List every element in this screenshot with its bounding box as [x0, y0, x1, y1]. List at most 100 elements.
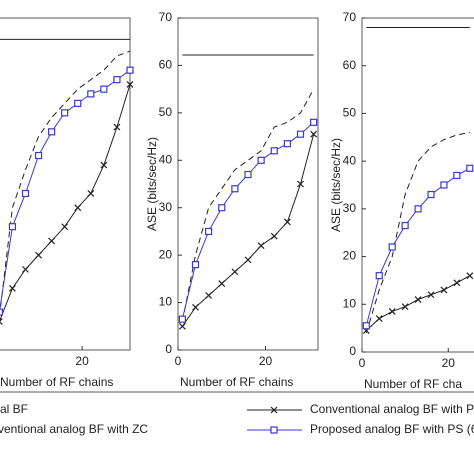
x-axis-label: Number of RF cha [364, 377, 462, 391]
y-tick-label: 60 [343, 58, 357, 72]
series-line [0, 50, 131, 316]
series [362, 272, 474, 334]
y-tick-label: 60 [159, 58, 173, 72]
marker-square [375, 272, 383, 280]
marker-x [310, 130, 318, 138]
series-line [181, 121, 314, 320]
legend-box [0, 391, 474, 474]
series-line [0, 69, 131, 312]
marker-square [74, 99, 82, 107]
plot-frame [177, 17, 319, 351]
marker-square [178, 315, 186, 323]
marker-square [126, 66, 134, 74]
marker-x [244, 256, 252, 264]
y-tick-label: 10 [343, 296, 357, 310]
marker-x [440, 286, 448, 294]
marker-square [191, 261, 200, 269]
series [362, 164, 474, 330]
y-tick-label: 40 [159, 152, 173, 166]
marker-x [466, 272, 474, 280]
series [0, 80, 134, 325]
x-tick-label: 0 [359, 356, 366, 370]
legend-marker [270, 406, 278, 414]
legend-marker [270, 426, 278, 434]
series [178, 118, 318, 323]
y-tick-label: 30 [159, 200, 173, 214]
marker-square [34, 151, 43, 160]
marker-square [21, 189, 30, 198]
marker-x [126, 80, 134, 88]
marker-square [48, 128, 56, 136]
series-line [365, 132, 470, 334]
marker-square [100, 85, 108, 93]
marker-x [297, 180, 304, 188]
marker-x [22, 265, 29, 273]
legend-label: ventional analog BF with ZC [0, 422, 148, 436]
y-axis-label: ASE (bits/sec/Hz) [145, 137, 159, 231]
x-axis-label: Number of RF chains [180, 375, 293, 389]
series [178, 130, 318, 330]
marker-x [231, 268, 239, 276]
marker-square [401, 221, 409, 230]
marker-x [87, 190, 95, 197]
legend-label: Proposed analog BF with PS (6 bit [310, 422, 474, 436]
marker-x [8, 284, 16, 292]
marker-square [283, 140, 291, 148]
marker-square [0, 308, 3, 316]
x-tick-label: 20 [75, 354, 89, 368]
plot-frame [0, 17, 131, 351]
marker-x [375, 315, 383, 323]
marker-square [205, 227, 213, 236]
series-line [365, 167, 471, 326]
legend-label: al BF [0, 402, 28, 416]
marker-square [453, 171, 461, 180]
x-tick-label: 20 [259, 354, 273, 368]
series [365, 132, 470, 334]
marker-square [8, 223, 17, 231]
marker-square [61, 109, 69, 117]
marker-x [205, 292, 213, 299]
marker-square [244, 170, 252, 179]
y-tick-label: 70 [343, 10, 357, 24]
y-tick-label: 50 [343, 106, 357, 120]
y-tick-label: 0 [165, 342, 172, 356]
marker-x [48, 237, 56, 245]
marker-x [427, 291, 435, 299]
x-axis-label: Number of RF chains [0, 375, 113, 389]
marker-x [453, 279, 461, 287]
marker-square [427, 190, 435, 199]
series-line [181, 88, 315, 322]
marker-square [466, 164, 474, 172]
marker-square [231, 185, 239, 193]
marker-x [0, 318, 3, 325]
plot-frame [361, 17, 474, 353]
y-tick-label: 0 [349, 344, 356, 358]
marker-x [401, 303, 409, 311]
x-tick-label: 0 [175, 354, 182, 368]
y-tick-label: 50 [159, 105, 173, 119]
marker-x [414, 296, 422, 303]
series [0, 66, 134, 316]
marker-square [113, 76, 121, 84]
marker-square [310, 118, 318, 126]
marker-x [257, 242, 265, 250]
series [0, 50, 131, 316]
y-tick-label: 70 [159, 10, 173, 24]
y-tick-label: 20 [343, 249, 357, 263]
marker-x [178, 322, 186, 330]
marker-square [87, 90, 95, 98]
y-tick-label: 10 [159, 295, 173, 309]
marker-x [283, 218, 291, 226]
marker-x [100, 161, 108, 169]
y-tick-label: 40 [343, 153, 357, 167]
marker-x [113, 123, 121, 131]
y-tick-label: 20 [159, 247, 173, 261]
x-tick-label: 20 [442, 356, 456, 370]
marker-x [218, 280, 226, 288]
marker-square [296, 130, 305, 138]
marker-x [61, 223, 69, 231]
marker-square [218, 204, 226, 212]
legend-label: Conventional analog BF with PS (6 [310, 402, 474, 416]
marker-square [440, 181, 448, 189]
